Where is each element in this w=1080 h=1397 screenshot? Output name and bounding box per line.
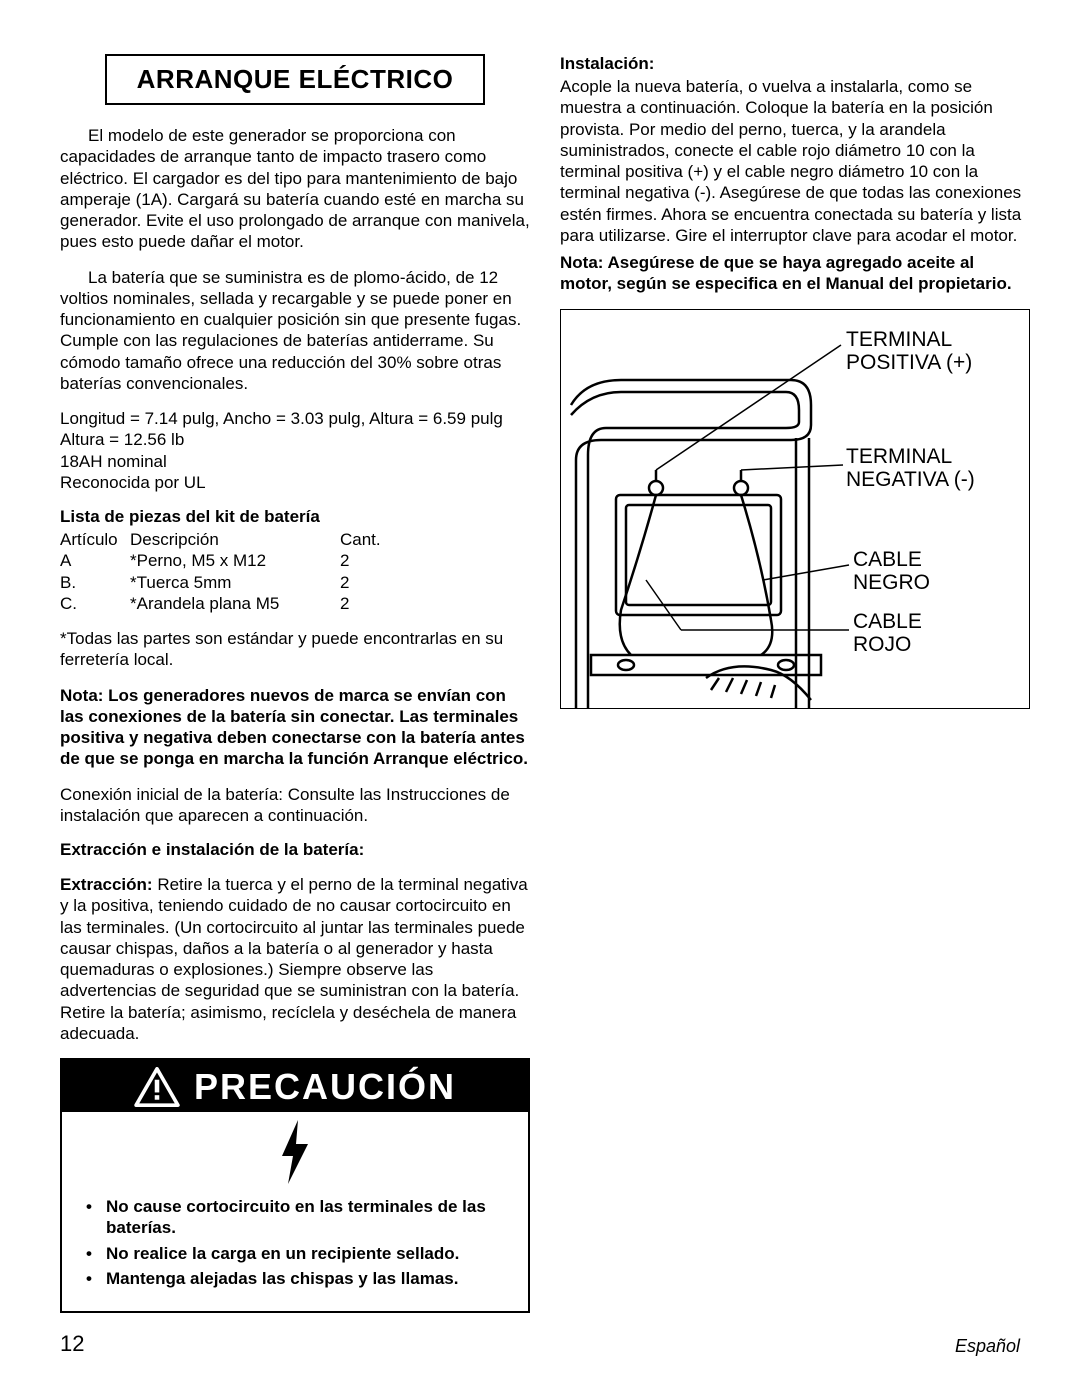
table-header-row: Artículo Descripción Cant.: [60, 529, 530, 550]
parts-table: Artículo Descripción Cant. A *Perno, M5 …: [60, 529, 530, 614]
label-line: CABLE: [853, 610, 922, 633]
extraction-label: Extracción:: [60, 875, 153, 894]
caution-item: No cause cortocircuito en las terminales…: [106, 1196, 508, 1239]
caution-word: PRECAUCIÓN: [194, 1066, 456, 1108]
language-label: Español: [955, 1336, 1020, 1357]
cell: *Perno, M5 x M12: [130, 550, 340, 571]
page-number: 12: [60, 1331, 84, 1357]
installation-heading: Instalación:: [560, 54, 1030, 74]
bolt-icon-row: [62, 1112, 528, 1190]
caution-header: PRECAUCIÓN: [62, 1060, 528, 1112]
connection-paragraph: Conexión inicial de la batería: Consulte…: [60, 784, 530, 827]
intro-paragraph-2: La batería que se suministra es de plomo…: [60, 267, 530, 395]
cell: B.: [60, 572, 130, 593]
intro-paragraph-1: El modelo de este generador se proporcio…: [60, 125, 530, 253]
label-line: TERMINAL: [846, 445, 975, 468]
warning-triangle-icon: [134, 1067, 180, 1107]
spec-line: 18AH nominal: [60, 451, 530, 472]
cell: C.: [60, 593, 130, 614]
cell: *Arandela plana M5: [130, 593, 340, 614]
label-line: ROJO: [853, 633, 922, 656]
label-cable-rojo: CABLE ROJO: [853, 610, 922, 656]
label-line: NEGATIVA (-): [846, 468, 975, 491]
cell: A: [60, 550, 130, 571]
installation-body: Acople la nueva batería, o vuelva a inst…: [560, 76, 1030, 246]
left-column: ARRANQUE ELÉCTRICO El modelo de este gen…: [60, 54, 530, 1313]
spec-line: Reconocida por UL: [60, 472, 530, 493]
table-row: B. *Tuerca 5mm 2: [60, 572, 530, 593]
label-terminal-negative: TERMINAL NEGATIVA (-): [846, 445, 975, 491]
shipping-note: Nota: Los generadores nuevos de marca se…: [60, 685, 530, 770]
cell: 2: [340, 593, 400, 614]
title-box: ARRANQUE ELÉCTRICO: [105, 54, 485, 105]
right-column: Instalación: Acople la nueva batería, o …: [560, 54, 1030, 1313]
extraction-text: Retire la tuerca y el perno de la termin…: [60, 875, 528, 1043]
parts-list-heading: Lista de piezas del kit de batería: [60, 507, 530, 527]
page: ARRANQUE ELÉCTRICO El modelo de este gen…: [0, 0, 1080, 1397]
col-descripcion: Descripción: [130, 529, 340, 550]
caution-item: Mantenga alejadas las chispas y las llam…: [106, 1268, 508, 1289]
label-cable-negro: CABLE NEGRO: [853, 548, 930, 594]
cell: 2: [340, 572, 400, 593]
label-line: POSITIVA (+): [846, 351, 972, 374]
extraction-paragraph: Extracción: Retire la tuerca y el perno …: [60, 874, 530, 1044]
caution-box: PRECAUCIÓN No cause cortocircuito en las…: [60, 1058, 530, 1313]
table-row: C. *Arandela plana M5 2: [60, 593, 530, 614]
caution-list: No cause cortocircuito en las terminales…: [62, 1190, 528, 1311]
label-line: TERMINAL: [846, 328, 972, 351]
spec-line: Altura = 12.56 lb: [60, 429, 530, 450]
table-row: A *Perno, M5 x M12 2: [60, 550, 530, 571]
two-column-layout: ARRANQUE ELÉCTRICO El modelo de este gen…: [60, 54, 1020, 1313]
lightning-bolt-icon: [278, 1120, 312, 1184]
cell: *Tuerca 5mm: [130, 572, 340, 593]
label-line: NEGRO: [853, 571, 930, 594]
caution-item: No realice la carga en un recipiente sel…: [106, 1243, 508, 1264]
col-cant: Cant.: [340, 529, 400, 550]
extract-install-heading: Extracción e instalación de la batería:: [60, 840, 530, 860]
page-title: ARRANQUE ELÉCTRICO: [117, 64, 473, 95]
label-line: CABLE: [853, 548, 930, 571]
col-articulo: Artículo: [60, 529, 130, 550]
installation-note: Nota: Asegúrese de que se haya agregado …: [560, 252, 1030, 295]
parts-footnote: *Todas las partes son estándar y puede e…: [60, 628, 530, 671]
battery-specs: Longitud = 7.14 pulg, Ancho = 3.03 pulg,…: [60, 408, 530, 493]
cell: 2: [340, 550, 400, 571]
battery-diagram: TERMINAL POSITIVA (+) TERMINAL NEGATIVA …: [560, 309, 1030, 709]
label-terminal-positive: TERMINAL POSITIVA (+): [846, 328, 972, 374]
spec-line: Longitud = 7.14 pulg, Ancho = 3.03 pulg,…: [60, 408, 530, 429]
